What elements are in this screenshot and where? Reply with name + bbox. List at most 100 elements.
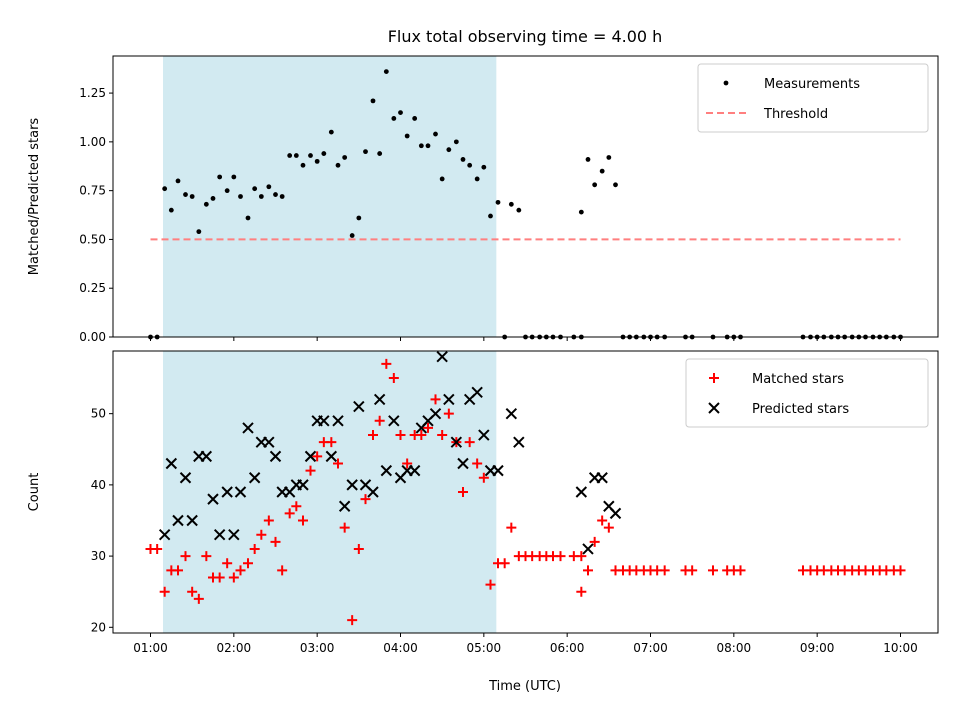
matched-star-point <box>597 515 608 526</box>
predicted-star-point <box>373 393 386 406</box>
count-panel-frame <box>112 350 939 634</box>
measurement-point <box>599 168 605 174</box>
predicted-star-point <box>457 457 469 470</box>
y-tick-label: 0.50 <box>79 232 106 246</box>
matched-star-point <box>243 558 253 569</box>
y-tick-label: 1.00 <box>79 135 106 149</box>
y-tick-label: 0.75 <box>79 184 106 198</box>
matched-star-point <box>187 586 198 597</box>
matched-star-point <box>395 430 406 441</box>
measurement-point <box>585 157 591 162</box>
measurement-point <box>453 139 459 145</box>
matched-star-point <box>589 536 600 547</box>
matched-star-point <box>478 472 489 483</box>
y-tick-label: 50 <box>91 407 106 421</box>
predicted-star-point <box>408 464 421 477</box>
legend-label: Threshold <box>763 107 828 122</box>
matched-star-point <box>402 458 413 469</box>
legend-marker <box>708 402 720 414</box>
ratio-legend: Measurements Threshold <box>697 63 929 133</box>
x-tick-label: 06:00 <box>550 641 585 655</box>
measurement-point <box>349 233 355 238</box>
measurement-point <box>425 143 431 149</box>
matched-star-point <box>339 522 350 533</box>
x-tick-label: 04:00 <box>383 641 418 655</box>
predicted-star-point <box>429 407 442 420</box>
matched-star-point <box>583 565 593 576</box>
measurement-point <box>258 194 264 199</box>
matched-star-point <box>180 551 191 562</box>
predicted-star-point <box>346 479 358 491</box>
measurement-point <box>273 192 278 197</box>
matched-star-point <box>430 394 441 405</box>
measurement-point <box>293 153 299 158</box>
measurement-point <box>224 188 230 194</box>
measurement-point <box>287 153 293 158</box>
predicted-star-point <box>297 479 309 491</box>
measurement-point <box>404 133 410 139</box>
measurement-point <box>217 174 223 180</box>
measurement-point <box>439 176 445 182</box>
predicted-star-point <box>269 450 282 463</box>
matched-star-point <box>159 586 170 597</box>
matched-star-point <box>263 515 274 526</box>
matched-star-point <box>173 565 183 576</box>
measurement-point <box>245 215 251 221</box>
ratio-panel-frame <box>112 55 939 338</box>
x-tick-label: 01:00 <box>133 641 168 655</box>
measurement-point <box>516 207 522 213</box>
matched-star-point <box>499 558 510 569</box>
measurement-point <box>266 184 272 190</box>
predicted-star-point <box>505 407 518 420</box>
predicted-star-point <box>221 486 233 498</box>
predicted-star-point <box>213 529 226 541</box>
matched-star-point <box>388 373 399 384</box>
observing-window-shade <box>163 351 497 633</box>
measurement-point <box>183 192 188 197</box>
predicted-star-point <box>172 514 184 527</box>
matched-star-point <box>485 579 496 590</box>
measurement-point <box>279 194 285 199</box>
matched-star-point <box>458 487 468 497</box>
predicted-star-point <box>338 500 351 512</box>
matched-star-point <box>326 437 337 448</box>
matched-star-point <box>360 494 371 505</box>
predicted-star-point <box>492 464 504 477</box>
matched-star-point <box>416 430 427 441</box>
matched-star-point <box>374 415 385 426</box>
predicted-star-point <box>471 386 483 399</box>
matched-star-point <box>576 586 587 597</box>
measurement-point <box>308 153 313 158</box>
predicted-star-point <box>263 436 275 448</box>
measurement-point <box>342 155 348 160</box>
predicted-star-point <box>596 472 608 484</box>
matched-star-point <box>368 430 378 441</box>
matched-star-point <box>659 565 670 576</box>
matched-star-point <box>555 551 566 562</box>
legend-box <box>685 358 929 428</box>
y-tick-label: 40 <box>91 478 106 492</box>
measurement-point <box>412 116 418 121</box>
measurement-point <box>328 129 334 135</box>
measurement-point <box>162 186 168 192</box>
ratio-y-ticks: 0.00 0.25 0.50 0.75 1.00 1.25 <box>79 86 113 344</box>
matched-star-point <box>353 543 364 554</box>
matched-star-point <box>443 408 454 419</box>
matched-star-point <box>222 558 233 569</box>
measurement-point <box>592 182 598 188</box>
star-count-points <box>145 350 906 626</box>
x-tick-label: 10:00 <box>883 641 918 655</box>
legend-label: Matched stars <box>752 372 844 387</box>
predicted-star-point <box>388 415 400 427</box>
predicted-star-point <box>158 529 171 541</box>
matched-star-point <box>472 458 483 469</box>
matched-star-point <box>152 543 163 554</box>
measurement-point <box>238 194 243 199</box>
x-tick-label: 05:00 <box>467 641 502 655</box>
matched-star-point <box>284 508 295 519</box>
matched-star-point <box>228 572 239 583</box>
matched-star-point <box>193 593 204 604</box>
legend-label: Measurements <box>764 77 860 92</box>
predicted-star-point <box>436 350 448 363</box>
